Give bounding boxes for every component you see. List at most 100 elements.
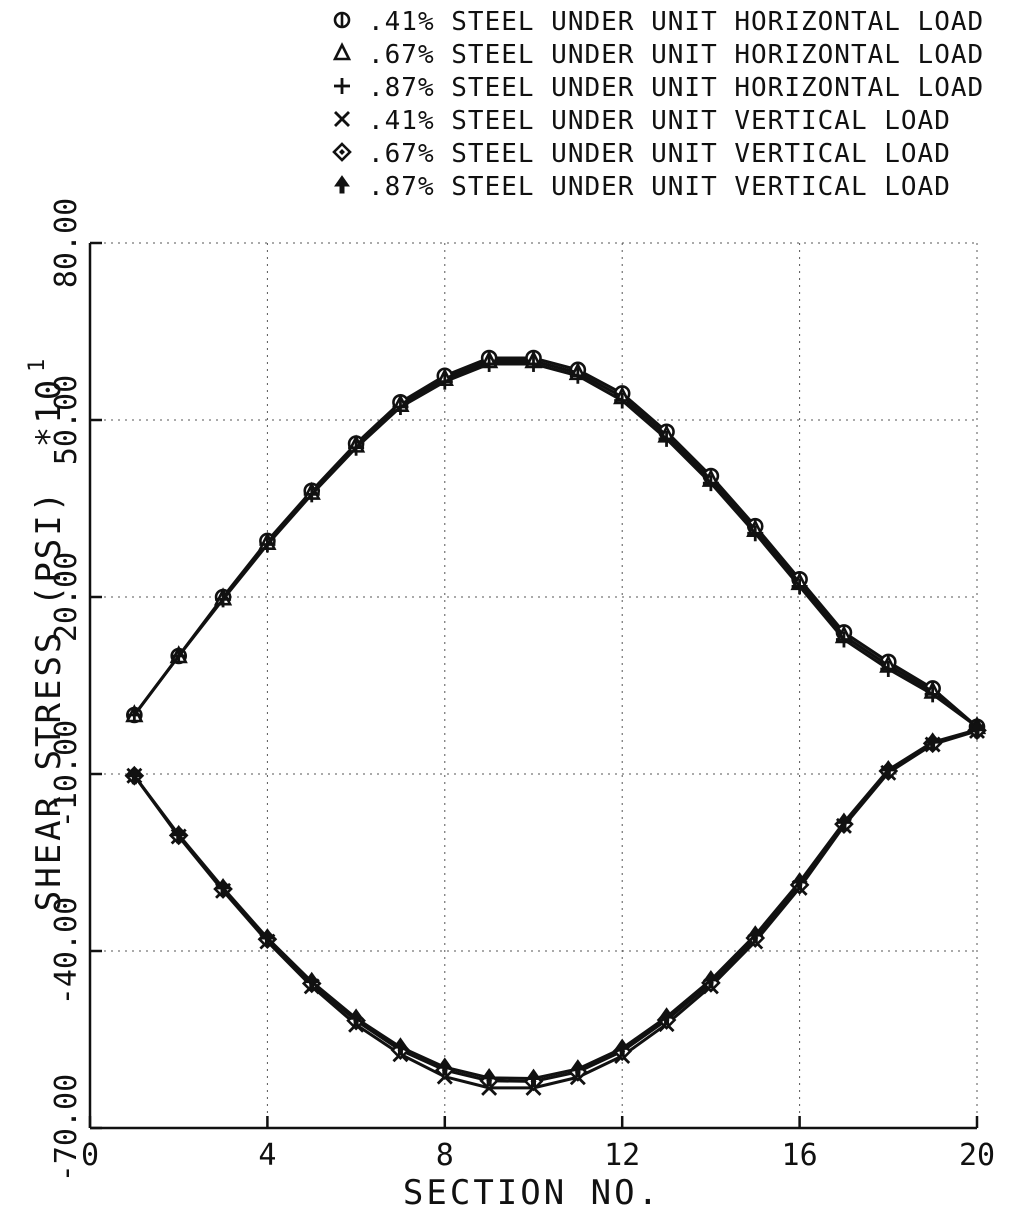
legend-label: .41% STEEL UNDER UNIT HORIZONTAL LOAD xyxy=(368,7,984,37)
series-line xyxy=(133,729,978,1090)
x-tick-label: 16 xyxy=(782,1138,818,1173)
data-point xyxy=(259,928,276,947)
y-tick-label: -40.00 xyxy=(49,897,84,1005)
x-tick-label: 4 xyxy=(258,1138,276,1173)
data-point xyxy=(880,759,897,779)
series-line xyxy=(133,728,978,1083)
x-tick-label: 0 xyxy=(81,1138,99,1173)
series-line xyxy=(133,728,978,1080)
axes-layer: 0 4 8 12 16 20 -70.00 -40.00 -10.00 20.00 50.00 80.… xyxy=(49,198,995,1182)
arrow-marker-shape xyxy=(835,812,852,831)
data-point xyxy=(303,486,320,503)
axis-labels: SECTION NO. SHEAR STRESS (PSI) *10 1 xyxy=(25,359,658,1213)
legend-label: .67% STEEL UNDER UNIT VERTICAL LOAD xyxy=(368,139,951,169)
arrow-marker-shape xyxy=(334,175,350,194)
data-point xyxy=(791,872,808,891)
arrow-marker-shape xyxy=(215,877,232,897)
grid-layer xyxy=(90,242,978,1128)
legend-marker xyxy=(332,42,352,61)
series-6 xyxy=(126,719,985,1087)
arrow-marker-shape xyxy=(791,872,808,891)
arrow-marker-shape xyxy=(569,1059,586,1078)
data-point xyxy=(880,660,897,677)
data-point xyxy=(658,430,675,447)
data-point xyxy=(436,373,453,390)
data-point xyxy=(436,1057,453,1076)
data-point xyxy=(702,970,719,989)
data-point xyxy=(569,1059,586,1078)
legend: .41% STEEL UNDER UNIT HORIZONTAL LOAD.67… xyxy=(332,7,984,202)
data-point xyxy=(525,355,542,372)
legend-marker xyxy=(332,142,352,162)
x-tick-label: 12 xyxy=(604,1138,640,1173)
data-point xyxy=(747,525,764,542)
data-point xyxy=(259,536,276,553)
data-point xyxy=(702,475,719,492)
data-point xyxy=(747,925,764,944)
arrow-marker-shape xyxy=(303,971,320,991)
data-point xyxy=(126,765,143,785)
x-marker-b xyxy=(334,111,350,127)
arrow-marker-shape xyxy=(481,1067,498,1087)
y-tick-label: -10.00 xyxy=(49,720,84,828)
x-tick-label: 20 xyxy=(959,1138,995,1173)
series-line xyxy=(133,362,978,729)
data-point xyxy=(924,732,941,751)
legend-label: .87% STEEL UNDER UNIT HORIZONTAL LOAD xyxy=(368,73,984,103)
y-tick-label: -70.00 xyxy=(49,1074,84,1182)
series-2 xyxy=(125,350,987,735)
arrow-marker-shape xyxy=(614,1038,631,1057)
data-point xyxy=(614,1038,631,1057)
legend-label: .41% STEEL UNDER UNIT VERTICAL LOAD xyxy=(368,106,951,136)
data-point xyxy=(614,392,631,409)
legend-marker xyxy=(334,175,350,194)
data-point xyxy=(969,719,985,739)
arrow-marker-shape xyxy=(259,928,276,947)
arrow-marker-shape xyxy=(525,1068,542,1087)
legend-marker xyxy=(334,78,350,94)
y-tick-label: 20.00 xyxy=(49,552,84,642)
arrow-marker-shape xyxy=(702,970,719,989)
x-tick-label: 8 xyxy=(436,1138,454,1173)
arrow-marker-shape xyxy=(880,759,897,779)
arrow-marker-shape xyxy=(658,1007,675,1026)
y-tick-label: 80.00 xyxy=(49,198,84,288)
data-point xyxy=(215,591,232,608)
data-point xyxy=(126,707,143,723)
arrow-marker-shape xyxy=(436,1057,453,1076)
series-5 xyxy=(124,720,987,1092)
legend-marker xyxy=(334,111,350,127)
arrow-marker-shape xyxy=(969,719,985,739)
data-point xyxy=(348,1008,365,1027)
arrow-marker-shape xyxy=(747,925,764,944)
data-point xyxy=(392,1037,409,1056)
data-point xyxy=(170,648,187,664)
data-point xyxy=(835,631,852,648)
data-point xyxy=(835,812,852,831)
triangle-marker-shape xyxy=(332,42,352,61)
series-3 xyxy=(126,355,985,735)
data-point xyxy=(525,1068,542,1087)
data-point xyxy=(658,1007,675,1026)
legend-label: .67% STEEL UNDER UNIT HORIZONTAL LOAD xyxy=(368,40,984,70)
data-point xyxy=(348,439,365,456)
data-point xyxy=(481,1067,498,1087)
data-point xyxy=(215,877,232,897)
data-point xyxy=(392,399,409,416)
data-point xyxy=(569,367,586,384)
y-multiplier-label: *10 xyxy=(29,377,69,447)
series-4 xyxy=(126,722,985,1096)
arrow-marker-shape xyxy=(170,824,187,844)
data-point xyxy=(170,824,187,844)
legend-marker xyxy=(333,11,351,29)
diamond-marker-dot xyxy=(339,149,345,155)
arrow-marker-shape xyxy=(392,1037,409,1056)
arrow-marker-shape xyxy=(924,732,941,751)
y-multiplier: *10 1 xyxy=(25,359,69,447)
y-multiplier-exponent: 1 xyxy=(25,359,50,372)
y-axis-title: SHEAR STRESS (PSI) xyxy=(29,489,69,911)
y-tick-label: 50.00 xyxy=(49,375,84,465)
arrow-marker-shape xyxy=(126,765,143,785)
